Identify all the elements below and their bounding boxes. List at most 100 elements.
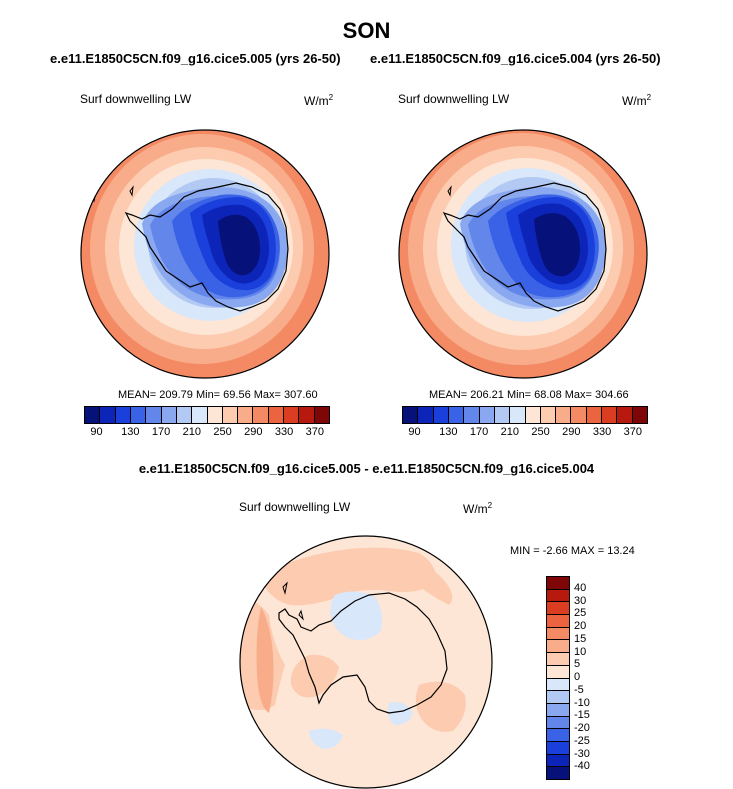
- diff-polar-map: [239, 535, 493, 789]
- season-title: SON: [342, 18, 391, 43]
- right-units-exp: 2: [646, 93, 652, 102]
- diff-region-0-neg5-s: [309, 728, 343, 749]
- colorbar-box: [85, 407, 101, 423]
- colorbar-tick-label: 90: [90, 426, 103, 438]
- colorbar-tick-label: 330: [592, 426, 612, 438]
- left-colorbar: [84, 406, 330, 424]
- diff-stats: MIN = -2.66 MAX = 13.24: [510, 545, 635, 557]
- diff-colorbar-tick-label: 20: [574, 620, 587, 632]
- diff-colorbar-tick-label: -10: [574, 696, 590, 709]
- diff-colorbar-tick-label: -15: [574, 709, 590, 722]
- colorbar-box: [314, 407, 329, 423]
- diff-region-5-10-north: [259, 547, 436, 606]
- diff-colorbar-tick-label: -5: [574, 683, 584, 696]
- diff-colorbar-box: [547, 703, 569, 717]
- colorbar-tick-label: 170: [469, 426, 489, 438]
- left-units-base: W/m: [304, 94, 329, 108]
- diff-colorbar-box: [547, 627, 569, 641]
- colorbar-box: [403, 407, 419, 423]
- colorbar-box: [146, 407, 162, 423]
- left-stats: MEAN= 209.79 Min= 69.56 Max= 307.60: [118, 389, 318, 401]
- diff-antarctica-coastline: [278, 592, 448, 714]
- diff-colorbar-tick-label: 5: [574, 658, 581, 671]
- colorbar-box: [418, 407, 434, 423]
- right-stats: MEAN= 206.21 Min= 68.08 Max= 304.66: [429, 389, 629, 401]
- diff-colorbar-tick-label: 25: [574, 607, 587, 620]
- colorbar-box: [510, 407, 526, 423]
- colorbar-box: [617, 407, 633, 423]
- colorbar-box: [525, 407, 541, 423]
- colorbar-box: [464, 407, 480, 423]
- right-antarctica-coastline: [442, 182, 607, 312]
- diff-colorbar-box: [547, 665, 569, 679]
- diff-colorbar-box: [547, 754, 569, 768]
- colorbar-tick-label: 90: [408, 426, 421, 438]
- colorbar-tick-label: 290: [244, 426, 263, 438]
- diff-colorbar-tick-label: -25: [574, 734, 590, 747]
- case2-title: e.e11.E1850C5CN.f09_g16.cice5.004 (yrs 2…: [370, 51, 661, 66]
- colorbar-box: [494, 407, 511, 423]
- diff-colorbar-tick-label: -20: [574, 722, 590, 734]
- left-map-border: [80, 129, 330, 379]
- diff-variable-label: Surf downwelling LW: [239, 500, 351, 514]
- diff-colorbar-box: [547, 615, 569, 628]
- left-antarctica-coastline: [124, 182, 289, 312]
- diff-colorbar-box: [547, 589, 569, 603]
- right-colorbar: [402, 406, 648, 424]
- right-variable-label: Surf downwelling LW: [398, 92, 510, 106]
- colorbar-tick-label: 210: [182, 426, 201, 438]
- diff-colorbar-tick-label: 10: [574, 645, 587, 658]
- diff-colorbar-box: [547, 767, 569, 779]
- colorbar-box: [602, 407, 618, 423]
- diff-islands: [282, 581, 304, 621]
- left-units-exp: 2: [328, 93, 334, 102]
- colorbar-box: [253, 407, 269, 423]
- colorbar-box: [268, 407, 285, 423]
- diff-region-5-10-se: [415, 681, 466, 732]
- colorbar-box: [540, 407, 557, 423]
- diff-colorbar: [546, 576, 570, 780]
- colorbar-box: [161, 407, 177, 423]
- diff-colorbar-tick-label: -30: [574, 747, 590, 760]
- diff-colorbar-box: [547, 691, 569, 704]
- diff-region-10-15: [256, 607, 274, 713]
- colorbar-box: [100, 407, 116, 423]
- diff-region-0-neg5-se: [387, 702, 413, 725]
- diff-region-5-10-ne: [389, 555, 453, 605]
- diff-units-label: W/m2: [463, 501, 493, 516]
- right-units-base: W/m: [622, 94, 647, 108]
- colorbar-tick-label: 330: [274, 426, 294, 438]
- colorbar-box: [207, 407, 223, 423]
- diff-colorbar-box: [547, 716, 569, 730]
- diff-colorbar-labels: 40 30 25 20 15 10 5 0 -5 -10 -15 -20 -25 -30 -40: [574, 576, 614, 778]
- difference-title: e.e11.E1850C5CN.f09_g16.cice5.005 - e.e1…: [138, 461, 595, 476]
- left-units-label: W/m2: [304, 93, 334, 108]
- colorbar-box: [571, 407, 587, 423]
- colorbar-box: [222, 407, 239, 423]
- right-colorbar-labels: 90 130 170 210 250 290 330 370: [402, 426, 648, 440]
- diff-units-base: W/m: [463, 502, 488, 516]
- colorbar-box: [130, 407, 147, 423]
- colorbar-tick-label: 370: [623, 426, 642, 438]
- diff-colorbar-box: [547, 729, 569, 742]
- diff-colorbar-box: [547, 741, 569, 755]
- diff-colorbar-box: [547, 640, 569, 654]
- diff-colorbar-tick-label: 30: [574, 594, 587, 607]
- diff-region-5-10-peninsula: [290, 654, 339, 698]
- right-map-border: [398, 129, 648, 379]
- diff-units-exp: 2: [487, 501, 493, 510]
- colorbar-box: [433, 407, 449, 423]
- colorbar-tick-label: 130: [439, 426, 458, 438]
- colorbar-box: [284, 407, 300, 423]
- colorbar-box: [448, 407, 465, 423]
- colorbar-box: [632, 407, 647, 423]
- colorbar-box: [238, 407, 254, 423]
- diff-region-0-neg5-center: [330, 591, 383, 640]
- colorbar-tick-label: 290: [562, 426, 581, 438]
- colorbar-box: [176, 407, 193, 423]
- diff-colorbar-box: [547, 577, 569, 590]
- right-polar-map: [398, 129, 648, 379]
- right-units-label: W/m2: [622, 93, 652, 108]
- colorbar-tick-label: 170: [151, 426, 171, 438]
- colorbar-box: [115, 407, 131, 423]
